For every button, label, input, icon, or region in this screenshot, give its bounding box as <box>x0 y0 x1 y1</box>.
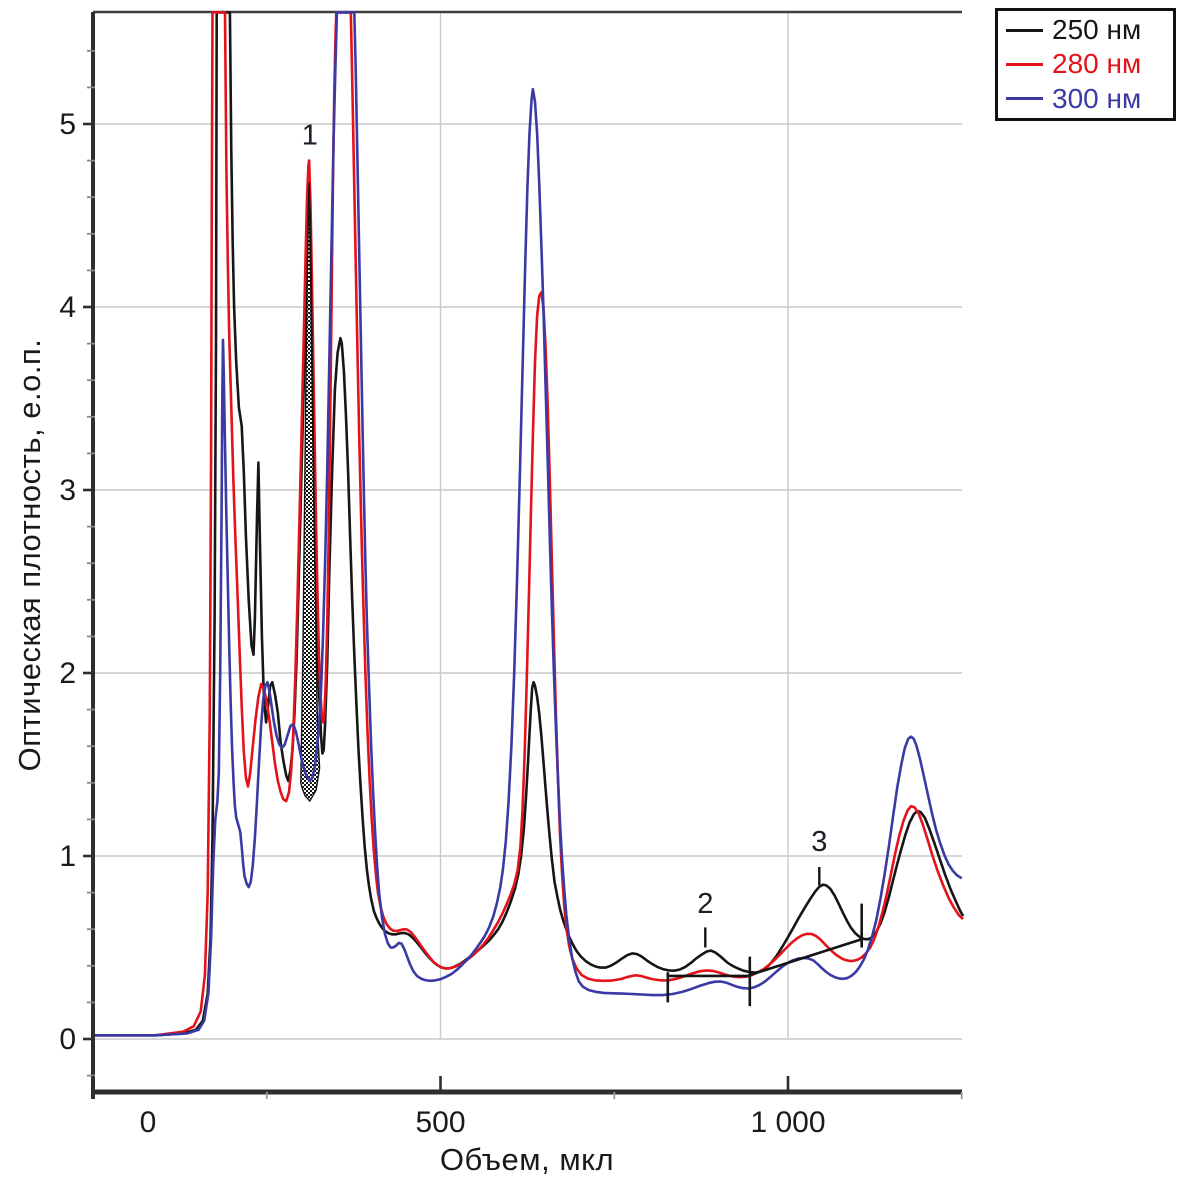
legend-line-swatch-280nm <box>1006 62 1043 66</box>
x-tick-label: 1 000 <box>750 1106 825 1139</box>
y-tick-label: 5 <box>59 108 76 141</box>
peak-label: 1 <box>302 119 318 151</box>
legend-line-swatch-300nm <box>1006 97 1043 101</box>
peak-label: 2 <box>697 888 713 920</box>
series-250nm-line <box>93 11 965 1037</box>
legend-item: 300 нм <box>998 82 1173 114</box>
series-280nm-line <box>93 11 964 1037</box>
legend-item: 250 нм <box>998 16 1173 44</box>
y-tick-label: 3 <box>59 474 76 507</box>
legend-label: 280 нм <box>1052 48 1142 80</box>
integration-baseline <box>749 938 863 977</box>
series-300nm-line <box>93 11 963 1037</box>
y-tick-label: 2 <box>59 657 76 690</box>
x-tick-label: 0 <box>140 1106 157 1139</box>
y-tick-label: 0 <box>59 1023 76 1056</box>
legend-line-swatch-250nm <box>1006 28 1043 32</box>
legend-label: 300 нм <box>1052 82 1142 114</box>
y-tick-label: 4 <box>59 291 76 324</box>
x-tick-label: 500 <box>415 1106 465 1139</box>
y-axis-title: Оптическая плотность, е.о.п. <box>12 338 47 772</box>
legend-item: 280 нм <box>998 50 1173 78</box>
legend: 250 нм 280 нм 300 нм <box>995 8 1176 121</box>
legend-label: 250 нм <box>1052 14 1142 46</box>
peak1-hatched-area <box>300 182 321 803</box>
peak-label: 3 <box>811 826 827 858</box>
x-axis-title: Объем, мкл <box>439 1142 615 1177</box>
y-tick-label: 1 <box>59 840 76 873</box>
